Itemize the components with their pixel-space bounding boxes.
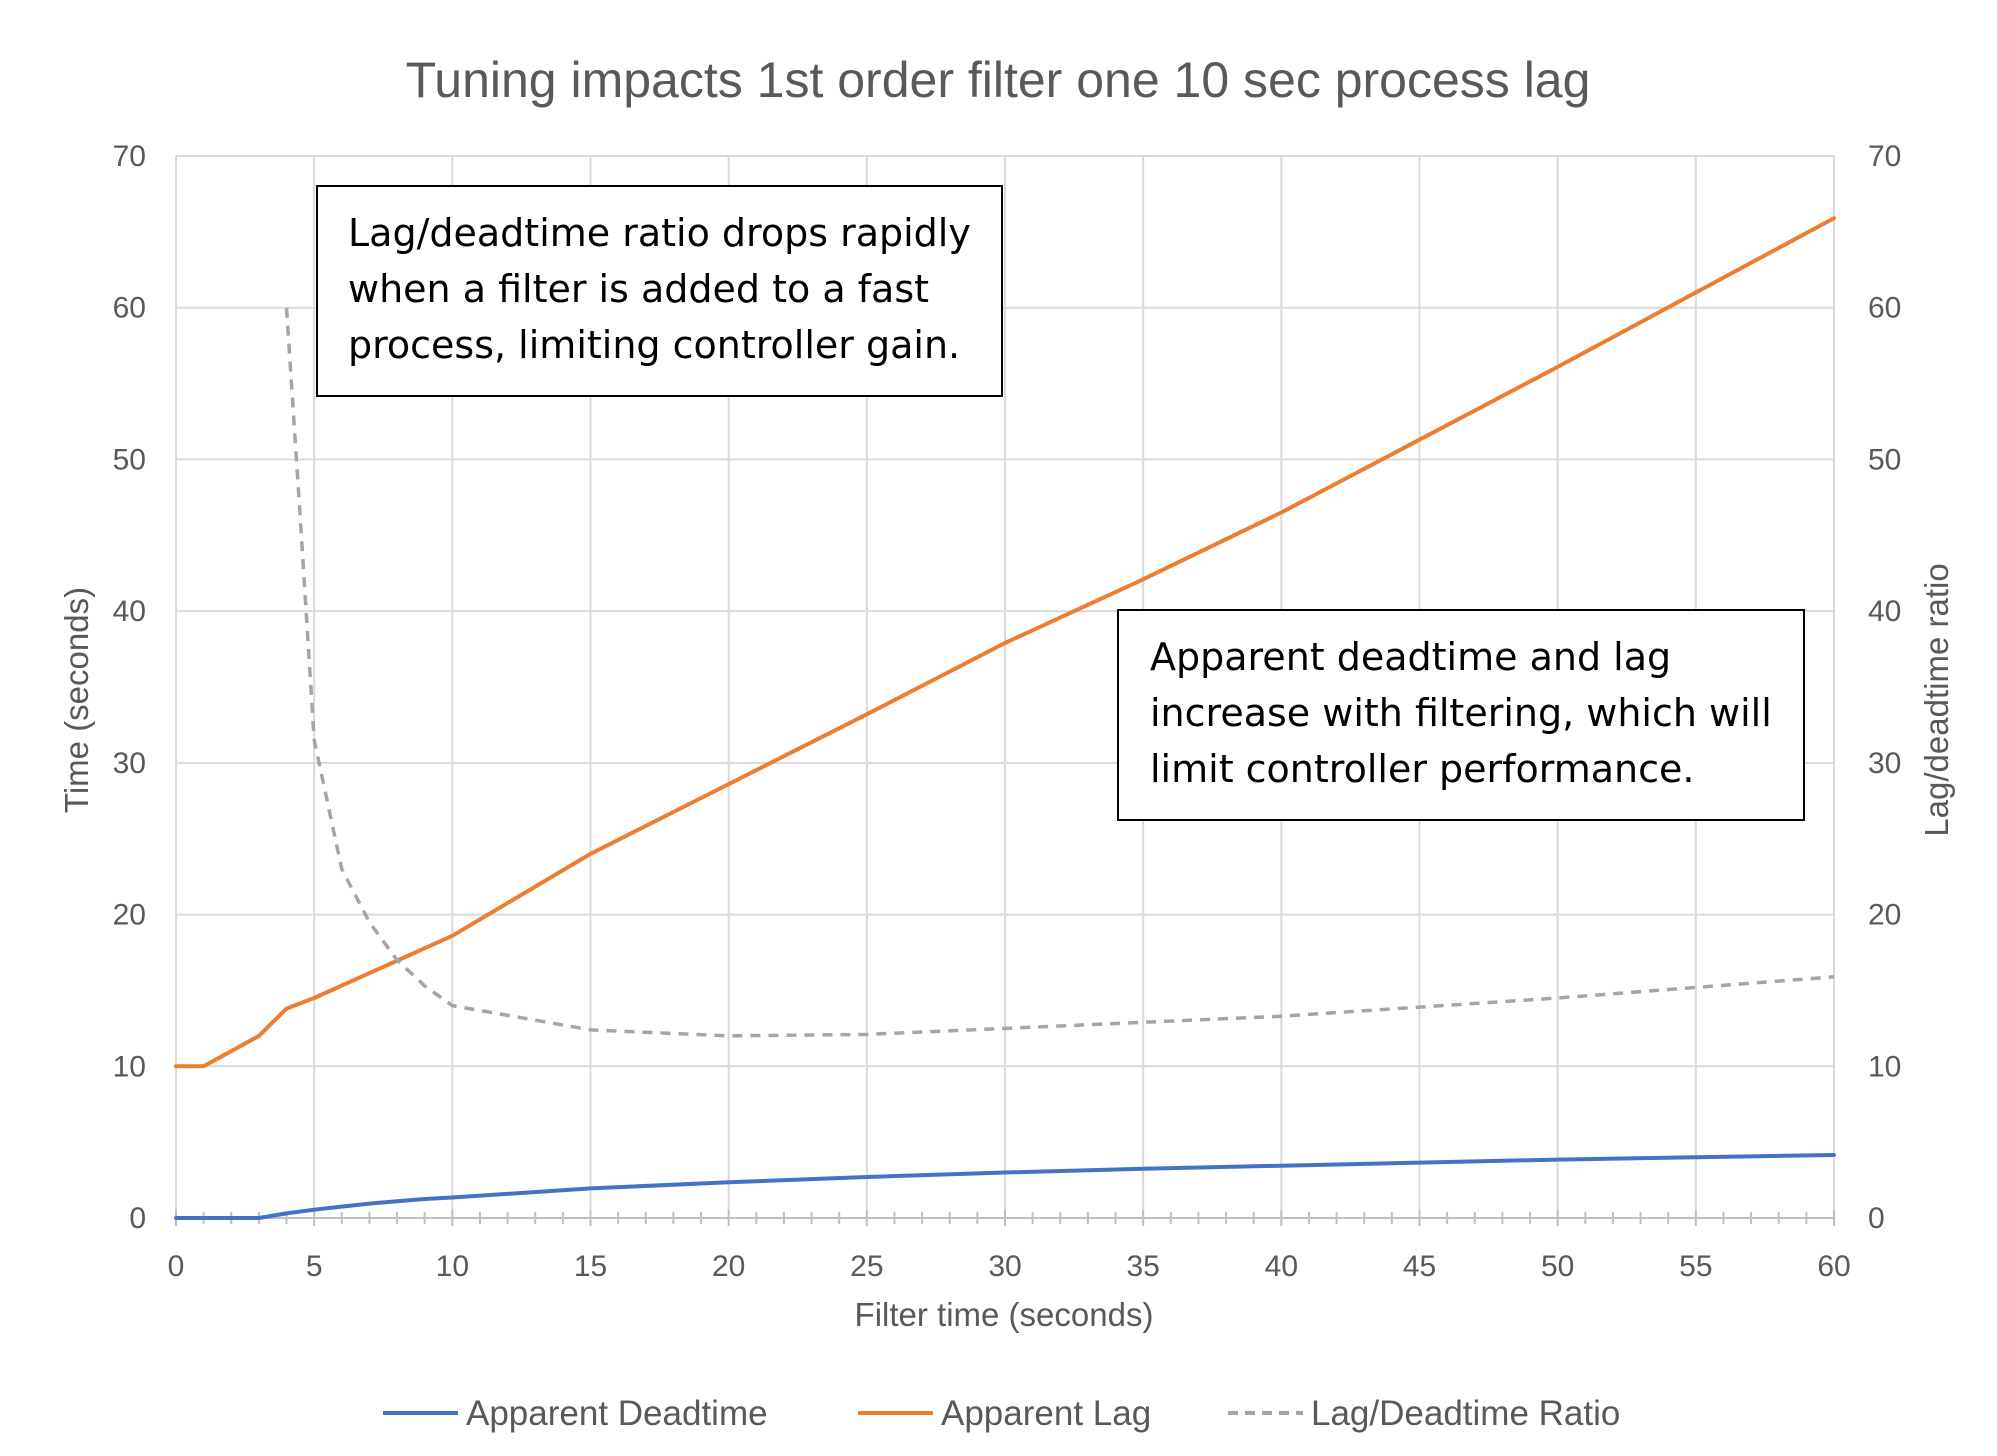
x-tick-label: 5 (306, 1250, 323, 1283)
x-tick-label: 10 (436, 1250, 469, 1283)
y2-tick-label: 30 (1868, 747, 1901, 780)
annotation-box-deadtime: Apparent deadtime and lag increase with … (1117, 609, 1805, 821)
x-axis-title: Filter time (seconds) (855, 1296, 1154, 1333)
legend-label-apparent-lag: Apparent Lag (941, 1394, 1151, 1433)
x-tick-label: 55 (1679, 1250, 1712, 1283)
annotation-deadtime-line-3: limit controller performance. (1150, 747, 1694, 791)
y-tick-label: 0 (129, 1202, 146, 1235)
y2-tick-label: 10 (1868, 1050, 1901, 1083)
y2-tick-label: 70 (1868, 140, 1901, 173)
x-tick-label: 0 (168, 1250, 185, 1283)
x-tick-label: 40 (1265, 1250, 1298, 1283)
annotation-ratio-line-1: Lag/deadtime ratio drops rapidly (348, 211, 971, 255)
annotation-box-ratio-frame (316, 185, 1003, 397)
y-tick-label: 30 (113, 747, 146, 780)
x-tick-label: 20 (712, 1250, 745, 1283)
y2-tick-label: 20 (1868, 899, 1901, 932)
legend-label-apparent-deadtime: Apparent Deadtime (466, 1394, 768, 1433)
series-line-apparent-deadtime (174, 1153, 1836, 1220)
annotation-ratio-line-3: process, limiting controller gain. (348, 323, 960, 367)
y2-tick-label: 0 (1868, 1202, 1885, 1235)
axes: 0 5 10 15 20 25 30 35 40 45 50 55 60 0 10 20 30 40 50 60 70 0… (113, 140, 1902, 1283)
y-tick-label: 70 (113, 140, 146, 173)
y2-axis-title: Lag/deadtime ratio (1918, 563, 1955, 836)
y-tick-label: 20 (113, 899, 146, 932)
y-tick-label: 40 (113, 595, 146, 628)
chart-title: Tuning impacts 1st order filter one 10 s… (406, 52, 1591, 108)
x-tick-label: 25 (850, 1250, 883, 1283)
y-tick-label: 50 (113, 443, 146, 476)
y-axis-title: Time (seconds) (58, 587, 95, 813)
annotation-deadtime-line-2: increase with filtering, which will (1150, 691, 1772, 735)
y-tick-label: 60 (113, 292, 146, 325)
y-tick-label: 10 (113, 1050, 146, 1083)
legend-label-lag-deadtime-ratio: Lag/Deadtime Ratio (1311, 1394, 1620, 1433)
series-line-lag-deadtime-ratio (284, 307, 1835, 1038)
x-tick-label: 45 (1403, 1250, 1436, 1283)
y2-tick-label: 50 (1868, 443, 1901, 476)
y2-tick-label: 60 (1868, 292, 1901, 325)
x-tick-label: 15 (574, 1250, 607, 1283)
x-tick-label: 35 (1126, 1250, 1159, 1283)
y2-tick-label: 40 (1868, 595, 1901, 628)
series-lines (174, 216, 1836, 1220)
x-tick-label: 30 (988, 1250, 1021, 1283)
series-line-apparent-lag (174, 216, 1836, 1069)
annotation-ratio-line-2: when a filter is added to a fast (348, 267, 929, 311)
x-tick-label: 50 (1541, 1250, 1574, 1283)
annotation-box-deadtime-frame (1117, 609, 1805, 821)
x-tick-label: 60 (1817, 1250, 1850, 1283)
annotation-box-ratio: Lag/deadtime ratio drops rapidly when a … (316, 185, 1003, 397)
annotation-deadtime-line-1: Apparent deadtime and lag (1150, 635, 1671, 679)
legend: Apparent Deadtime Apparent Lag Lag/Deadt… (383, 1394, 1620, 1433)
